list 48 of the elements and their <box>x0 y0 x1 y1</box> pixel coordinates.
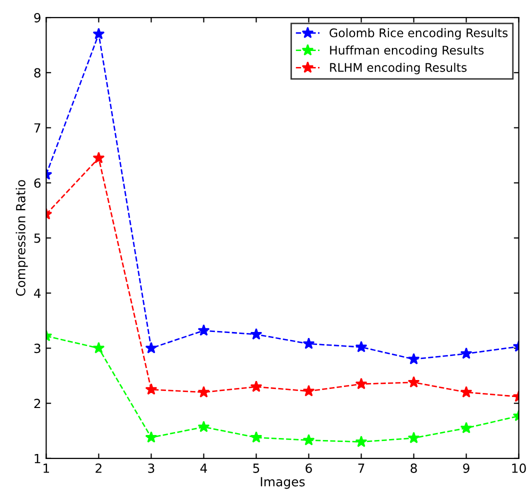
point <box>408 376 420 388</box>
legend-label: RLHM encoding Results <box>330 62 467 74</box>
legend-label: Huffman encoding Results <box>330 45 484 57</box>
x-tick-label: 7 <box>358 464 364 473</box>
point <box>460 422 472 434</box>
x-tick-label: 8 <box>410 463 417 473</box>
point <box>145 342 158 354</box>
point <box>145 383 158 395</box>
point <box>250 380 262 392</box>
y-tick-label: 6 <box>34 178 41 188</box>
x-tick-label: 4 <box>200 464 207 473</box>
y-axis-title: Compression Ratio <box>16 180 28 296</box>
x-axis-title: Images <box>260 477 305 489</box>
point <box>145 431 158 443</box>
x-tick-label: 1 <box>44 464 50 473</box>
x-tick-label: 6 <box>306 463 312 473</box>
x-tick-label: 5 <box>253 464 260 473</box>
x-tick-label: 3 <box>148 463 154 473</box>
point <box>355 340 368 352</box>
x-tick-label: 10 <box>512 463 526 473</box>
y-tick-label: 2 <box>34 398 40 408</box>
point <box>460 347 472 359</box>
point <box>250 431 262 443</box>
y-tick-label: 8 <box>34 68 40 78</box>
x-tick-label: 2 <box>96 463 102 473</box>
point <box>198 386 210 398</box>
y-tick-label: 1 <box>34 454 40 464</box>
point <box>92 28 105 40</box>
point <box>250 328 262 340</box>
point <box>198 324 210 336</box>
point <box>92 152 105 164</box>
y-tick-label: 9 <box>34 13 40 22</box>
point <box>355 436 368 448</box>
x-tick-label: 9 <box>463 463 470 473</box>
point <box>460 386 472 398</box>
y-tick-label: 3 <box>34 344 40 354</box>
point <box>302 384 315 396</box>
point <box>302 338 315 349</box>
point <box>408 432 420 444</box>
point <box>198 420 210 432</box>
y-tick-label: 5 <box>34 234 40 243</box>
y-tick-label: 4 <box>34 288 41 298</box>
point <box>355 378 368 390</box>
legend-label: Golomb Rice encoding Results <box>330 28 508 40</box>
y-tick-label: 7 <box>34 123 40 133</box>
point <box>408 352 420 364</box>
point <box>92 342 105 354</box>
point <box>302 434 315 446</box>
